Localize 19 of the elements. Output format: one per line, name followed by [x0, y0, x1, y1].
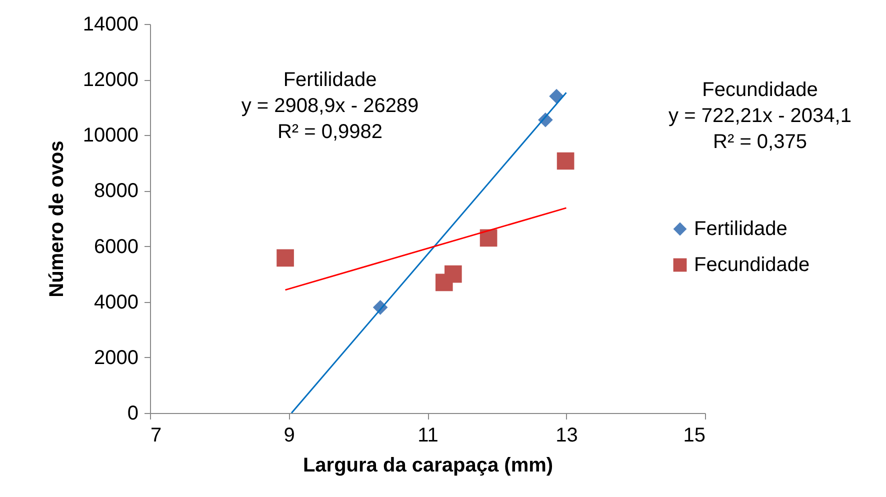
x-tick-label: 9 [284, 424, 295, 446]
y-tick-label: 14000 [82, 14, 138, 36]
x-axis-title: Largura da carapaça (mm) [302, 454, 554, 476]
annotation: Fertilidade y = 2908,9x - 26289 R² = 0,9982 [241, 69, 419, 143]
x-tick-label: 15 [683, 424, 706, 446]
legend-label: Fertilidade [694, 218, 788, 240]
y-tick-label: 12000 [82, 69, 138, 92]
y-axis-title: Número de ovos [46, 140, 68, 298]
y-tick-label: 6000 [94, 236, 138, 258]
y-tick-label: 10000 [82, 124, 138, 147]
annotation: Fecundidade y = 722,21x - 2034,1 R² = 0,375 [668, 79, 852, 153]
legend-label: Fecundidade [694, 254, 810, 276]
x-tick-label: 7 [150, 424, 162, 446]
y-tick-label: 0 [127, 402, 138, 424]
y-tick-label: 4000 [94, 291, 138, 314]
x-tick-label: 11 [418, 424, 438, 446]
y-tick-label: 8000 [94, 180, 138, 202]
y-tick-label: 2000 [94, 346, 138, 369]
x-tick-label: 13 [556, 424, 578, 446]
